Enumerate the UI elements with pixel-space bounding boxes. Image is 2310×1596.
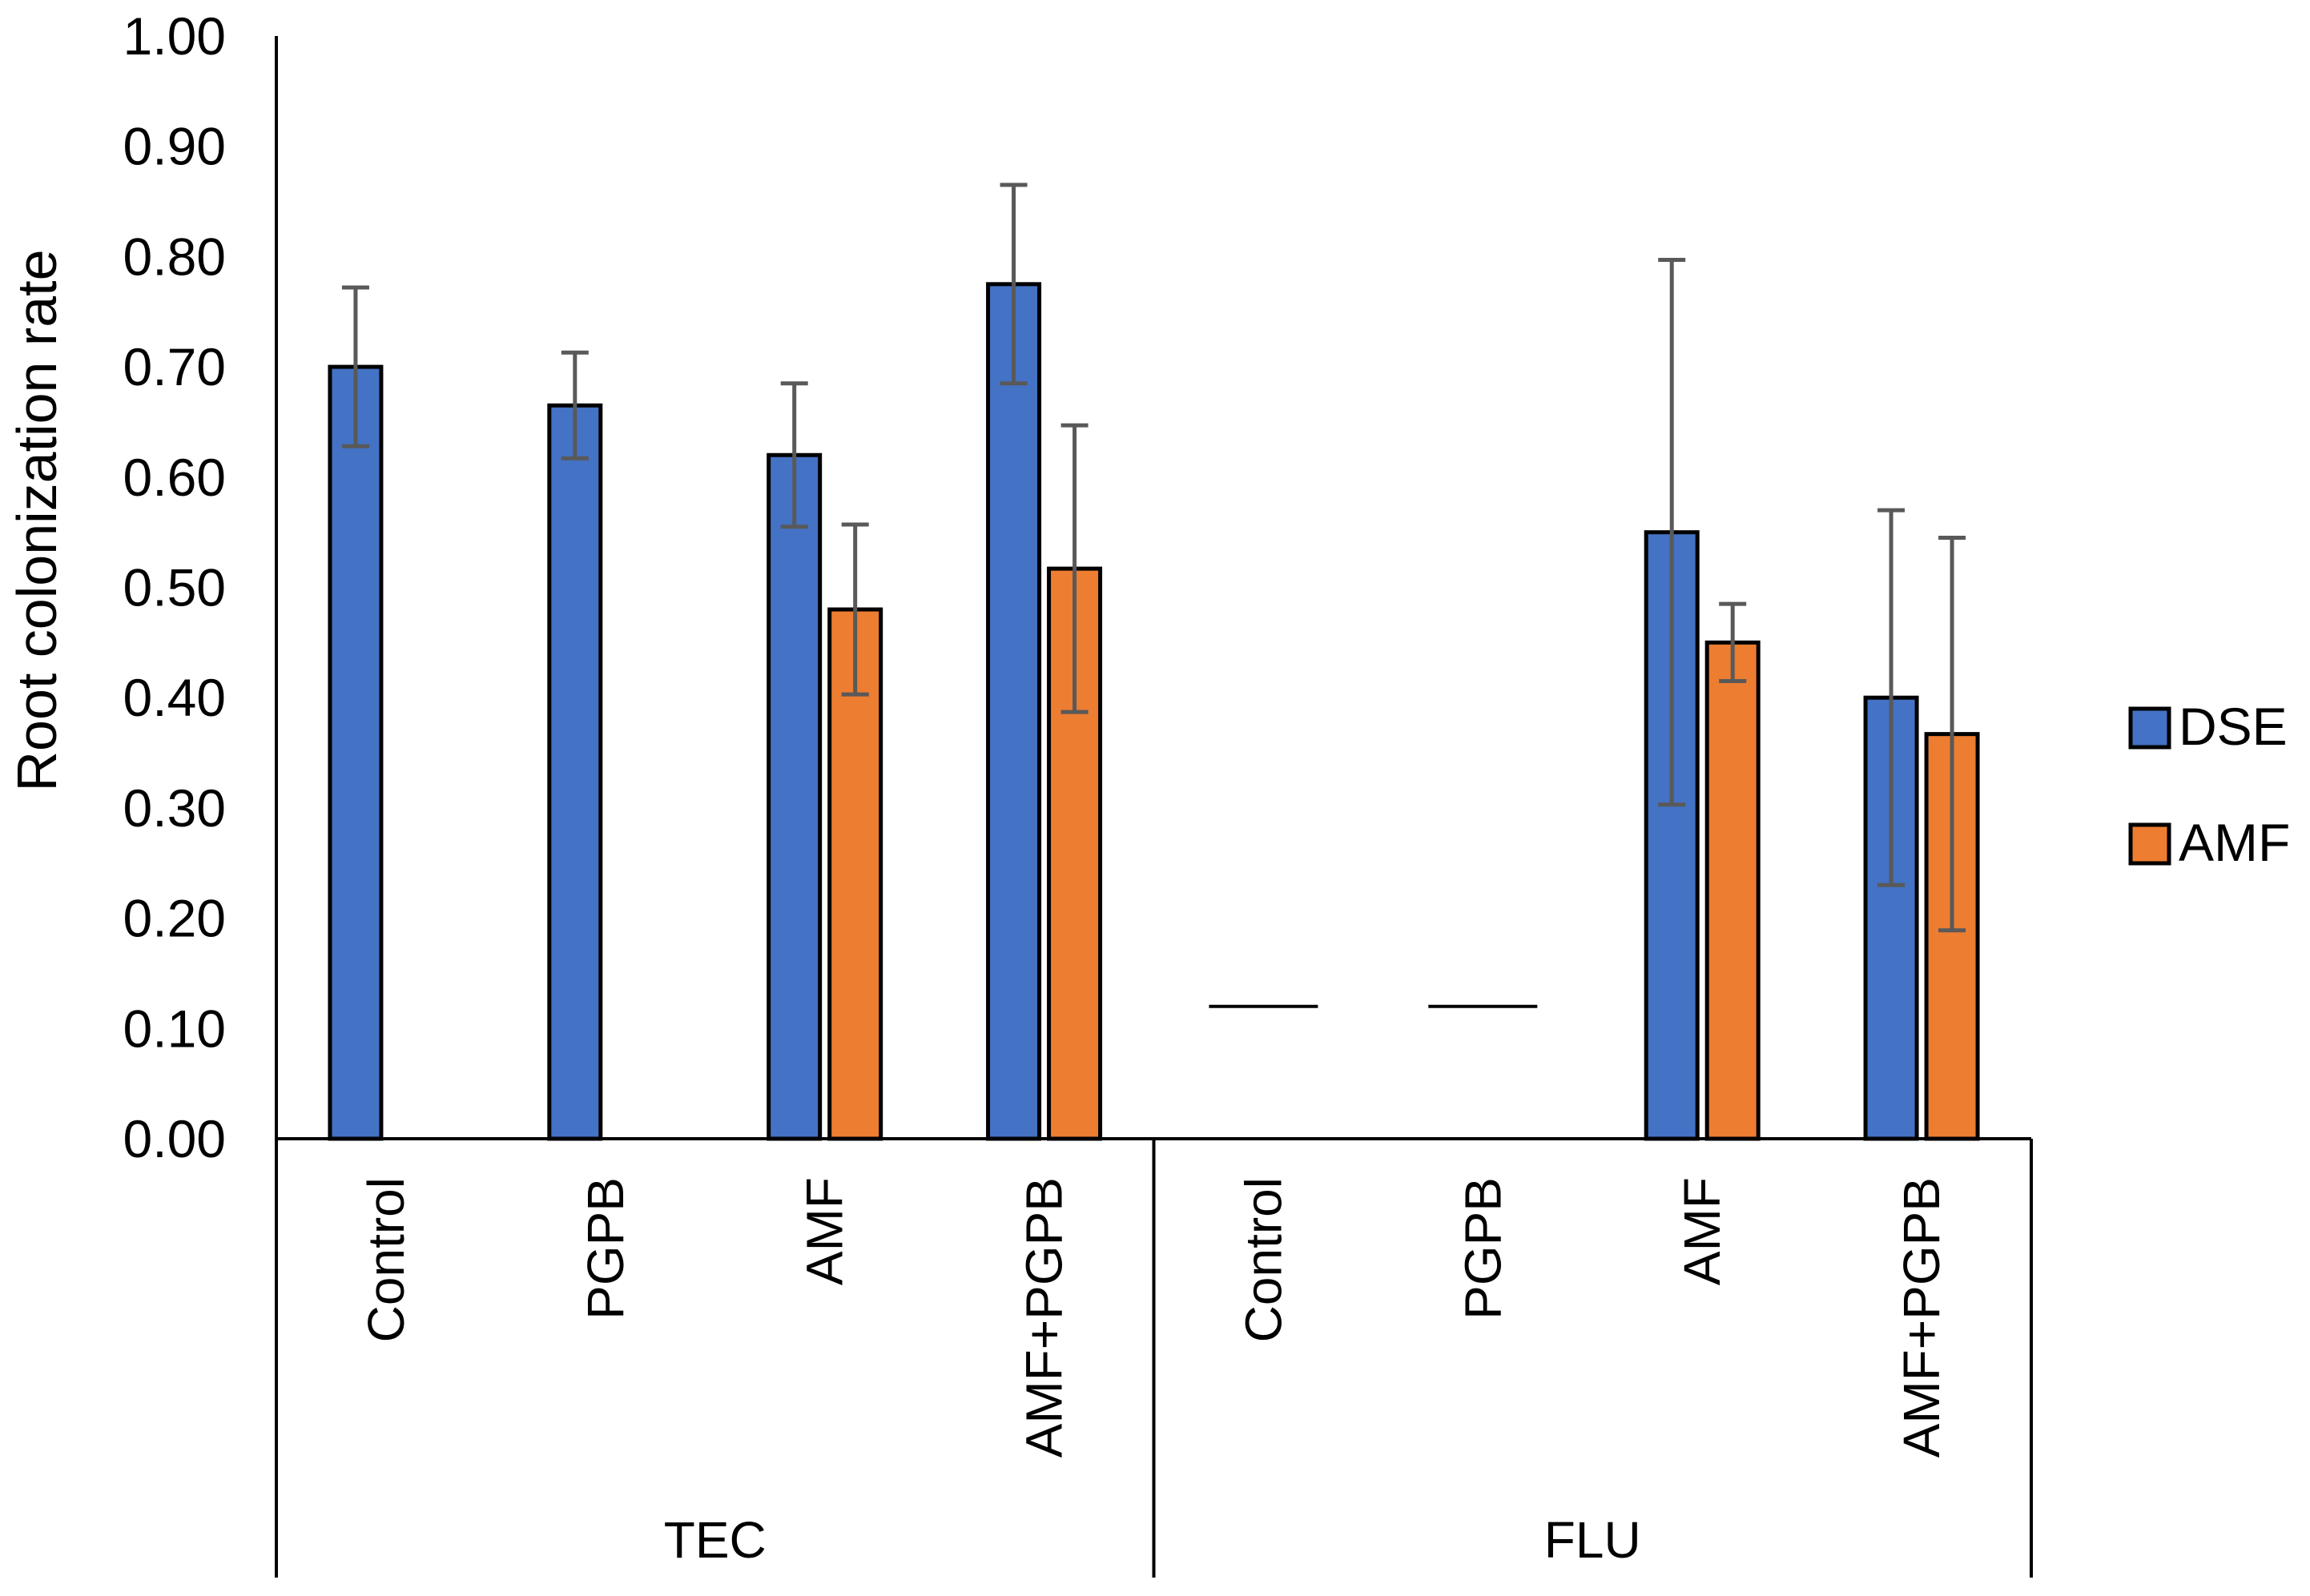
y-tick-label: 0.90: [123, 117, 226, 176]
y-tick-label: 0.70: [123, 337, 226, 396]
bars: [328, 282, 1980, 1141]
bar-dse: [328, 364, 384, 1141]
x-axis: Control PGPB AMF AMF+PGPB Control PGPB AMF AMF+…: [276, 1137, 2033, 1578]
bar-amf: [1924, 732, 1980, 1141]
legend-swatch-dse: [2128, 706, 2171, 750]
group-label: TEC: [664, 1511, 767, 1569]
legend: DSE AMF: [2128, 697, 2290, 872]
x-tick-label: Control: [357, 1177, 415, 1342]
x-tick-label: PGPB: [1454, 1177, 1511, 1320]
y-tick-label: 0.80: [123, 227, 226, 286]
bar-dse: [986, 282, 1042, 1141]
y-tick-label: 0.00: [123, 1109, 226, 1168]
bar-dse: [767, 452, 823, 1141]
y-tick-label: 0.60: [123, 448, 226, 507]
group-label: FLU: [1544, 1511, 1641, 1569]
bar-amf: [827, 607, 883, 1141]
x-tick-label: AMF: [1673, 1177, 1731, 1285]
legend-label: DSE: [2179, 697, 2288, 756]
x-tick-label: Control: [1234, 1177, 1292, 1342]
error-bars: [341, 183, 1966, 933]
y-tick-label: 0.10: [123, 999, 226, 1058]
bar-dse: [547, 403, 603, 1141]
x-tick-label: PGPB: [577, 1177, 634, 1320]
y-tick-label: 0.40: [123, 668, 226, 727]
legend-label: AMF: [2179, 813, 2290, 872]
y-tick-label: 1.00: [123, 6, 226, 66]
y-axis-title: Root colonization rate: [6, 249, 68, 791]
y-tick-label: 0.50: [123, 558, 226, 617]
x-tick-label: AMF+PGPB: [1016, 1177, 1073, 1457]
x-tick-label: AMF+PGPB: [1893, 1177, 1950, 1457]
x-tick-label: AMF: [796, 1177, 854, 1285]
bar-amf: [1704, 640, 1761, 1141]
y-tick-label: 0.20: [123, 889, 226, 948]
y-axis: 0.00 0.10 0.20 0.30 0.40 0.50 0.60 0.70 0.80 0.90…: [123, 6, 278, 1578]
legend-swatch-amf: [2128, 822, 2171, 866]
y-tick-label: 0.30: [123, 778, 226, 838]
